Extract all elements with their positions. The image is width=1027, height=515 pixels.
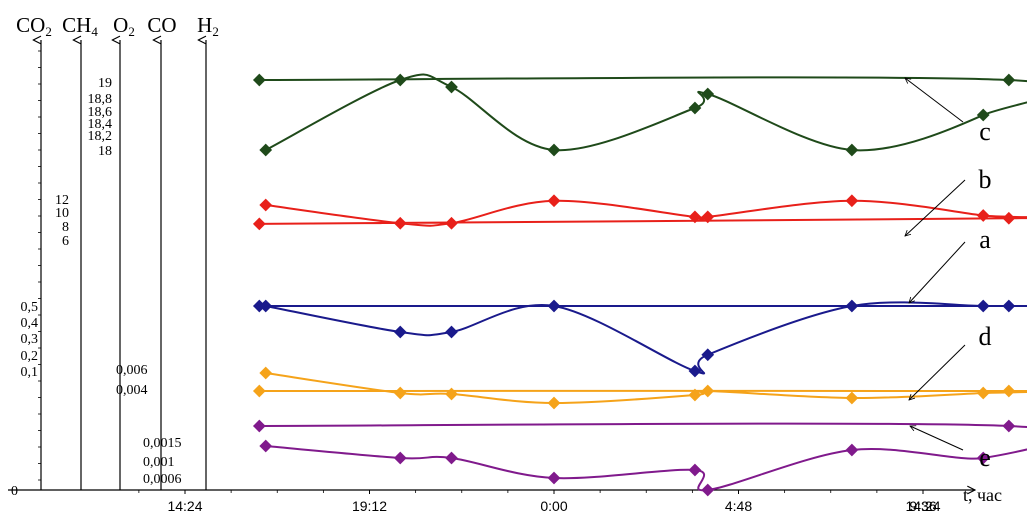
data-point-a bbox=[976, 299, 990, 313]
series-label-e: e bbox=[979, 443, 991, 472]
series-pointer-b bbox=[905, 179, 966, 236]
y-tick-label: 18,4 bbox=[88, 117, 113, 132]
labels-layer: cb a d e bbox=[905, 78, 992, 472]
series-layer bbox=[252, 73, 1027, 497]
data-point-b bbox=[252, 217, 266, 231]
x-axis-label: t, час bbox=[963, 485, 1002, 505]
x-tick-label: 14:24 bbox=[905, 498, 940, 514]
series-pointer-e bbox=[910, 426, 964, 451]
data-point-b bbox=[976, 209, 990, 222]
data-point-b bbox=[445, 216, 458, 230]
data-point-c bbox=[252, 73, 266, 87]
series-pointer-d bbox=[909, 344, 966, 400]
series-label-a: a bbox=[979, 225, 991, 254]
y-tick-label: 8 bbox=[62, 220, 69, 235]
series-pointer-a bbox=[909, 241, 966, 303]
data-point-d bbox=[259, 366, 273, 380]
y-tick-label: 0,5 bbox=[21, 300, 39, 315]
x-tick-label: 4:48 bbox=[725, 498, 752, 514]
x-tick-label: 14:24 bbox=[167, 498, 202, 514]
data-point-b bbox=[259, 198, 273, 212]
y-tick-label: 18,8 bbox=[88, 92, 113, 107]
y-tick-label: 0,004 bbox=[116, 383, 148, 398]
data-point-a bbox=[547, 299, 561, 313]
series-line-a bbox=[259, 301, 1027, 375]
y-tick-label: 0,1 bbox=[21, 365, 39, 380]
data-point-b bbox=[547, 194, 561, 208]
y-tick-label: 0,0015 bbox=[143, 436, 182, 451]
data-point-d bbox=[547, 396, 561, 410]
data-point-d bbox=[252, 384, 266, 398]
data-point-e bbox=[259, 439, 273, 453]
data-point-c bbox=[547, 143, 561, 157]
data-point-d bbox=[393, 386, 407, 400]
y-tick-label: 6 bbox=[62, 234, 69, 249]
series-label-c: c bbox=[979, 117, 991, 146]
series-label-b: b bbox=[979, 165, 992, 194]
data-point-a bbox=[1002, 299, 1016, 313]
series-label-d: d bbox=[979, 322, 992, 351]
y-tick-label: 0,3 bbox=[21, 332, 39, 347]
x-tick-label: 9:36 bbox=[909, 498, 936, 514]
y-tick-label: 19 bbox=[98, 76, 112, 91]
y-zero-label: 0 bbox=[11, 484, 18, 499]
x-tick-label: 19:12 bbox=[352, 498, 387, 514]
y-tick-label: 0,0006 bbox=[143, 472, 182, 487]
series-pointer-c bbox=[905, 78, 964, 123]
y-axis-title: CO bbox=[147, 13, 176, 37]
y-axis-title: O2 bbox=[113, 13, 135, 39]
data-point-e bbox=[701, 483, 715, 497]
data-point-c bbox=[259, 143, 273, 157]
y-tick-label: 18,6 bbox=[88, 105, 113, 120]
y-tick-label: 0,4 bbox=[21, 316, 39, 331]
y-axis-title: H2 bbox=[197, 13, 219, 39]
series-line-e bbox=[259, 422, 1027, 492]
data-point-a bbox=[259, 299, 273, 313]
data-point-e bbox=[252, 419, 266, 433]
data-point-a bbox=[445, 325, 458, 339]
series-line-c bbox=[259, 73, 1027, 152]
data-point-e bbox=[845, 443, 859, 457]
y-axis-title: CH4 bbox=[62, 13, 98, 39]
data-point-d bbox=[445, 387, 458, 401]
data-point-d bbox=[701, 384, 715, 398]
data-point-a bbox=[252, 299, 266, 313]
series-line-d bbox=[259, 372, 1027, 405]
data-point-c bbox=[688, 101, 702, 115]
data-point-e bbox=[393, 451, 407, 465]
y-tick-label: 18 bbox=[98, 144, 112, 159]
data-point-d bbox=[845, 391, 859, 405]
y-tick-label: 0,001 bbox=[143, 455, 175, 470]
data-point-b bbox=[1002, 211, 1016, 225]
y-tick-label: 0,006 bbox=[116, 363, 148, 378]
data-point-a bbox=[393, 325, 407, 339]
y-tick-label: 10 bbox=[55, 206, 69, 221]
data-point-b bbox=[845, 194, 859, 208]
data-point-a bbox=[701, 348, 715, 362]
data-point-d bbox=[976, 386, 990, 400]
data-point-a bbox=[845, 299, 859, 313]
x-tick-label: 0:00 bbox=[540, 498, 567, 514]
data-point-c bbox=[1002, 73, 1016, 87]
y-tick-label: 18,2 bbox=[88, 129, 113, 144]
data-point-c bbox=[445, 80, 458, 94]
data-point-b bbox=[393, 216, 407, 230]
data-point-d bbox=[1002, 384, 1016, 398]
y-axis-title: CO2 bbox=[16, 13, 52, 39]
data-point-c bbox=[845, 143, 859, 157]
y-tick-label: 12 bbox=[55, 193, 69, 208]
data-point-e bbox=[688, 463, 702, 477]
data-point-e bbox=[1002, 419, 1016, 433]
data-point-e bbox=[445, 451, 458, 465]
y-tick-label: 0,2 bbox=[21, 349, 39, 364]
series-line-b bbox=[259, 199, 1027, 227]
data-point-c bbox=[393, 73, 407, 87]
data-point-e bbox=[547, 471, 561, 485]
